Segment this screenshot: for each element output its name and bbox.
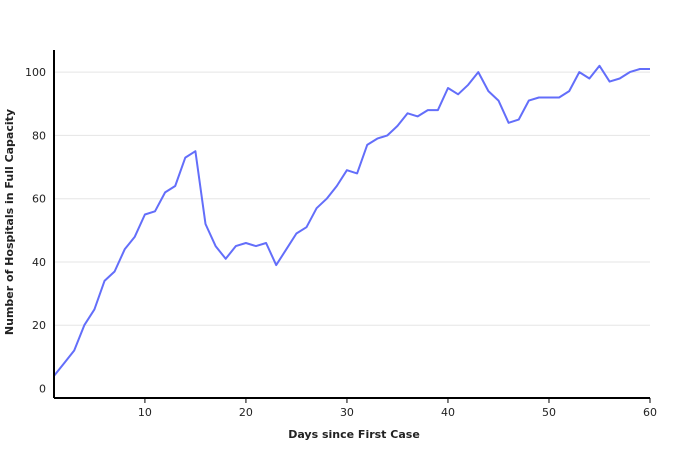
y-axis-title: Number of Hospitals in Full Capacity — [3, 109, 16, 335]
x-tick-label-20: 20 — [239, 406, 253, 419]
y-tick-label-0: 0 — [39, 383, 46, 396]
x-tick-label-60: 60 — [643, 406, 657, 419]
tick-labels: 0 20 40 60 80 100 10 20 30 40 50 60 — [25, 66, 657, 419]
y-tick-label-60: 60 — [32, 193, 46, 206]
x-tick-label-10: 10 — [138, 406, 152, 419]
series-layer — [53, 64, 650, 377]
y-tick-label-20: 20 — [32, 319, 46, 332]
x-tick-label-30: 30 — [340, 406, 354, 419]
y-tick-label-80: 80 — [32, 129, 46, 142]
gridlines — [54, 71, 650, 326]
x-tick-label-50: 50 — [542, 406, 556, 419]
axes — [53, 50, 651, 403]
y-tick-label-40: 40 — [32, 256, 46, 269]
y-tick-label-100: 100 — [25, 66, 46, 79]
series-line-0 — [53, 64, 650, 377]
x-tick-label-40: 40 — [441, 406, 455, 419]
x-axis-title: Days since First Case — [288, 428, 420, 441]
